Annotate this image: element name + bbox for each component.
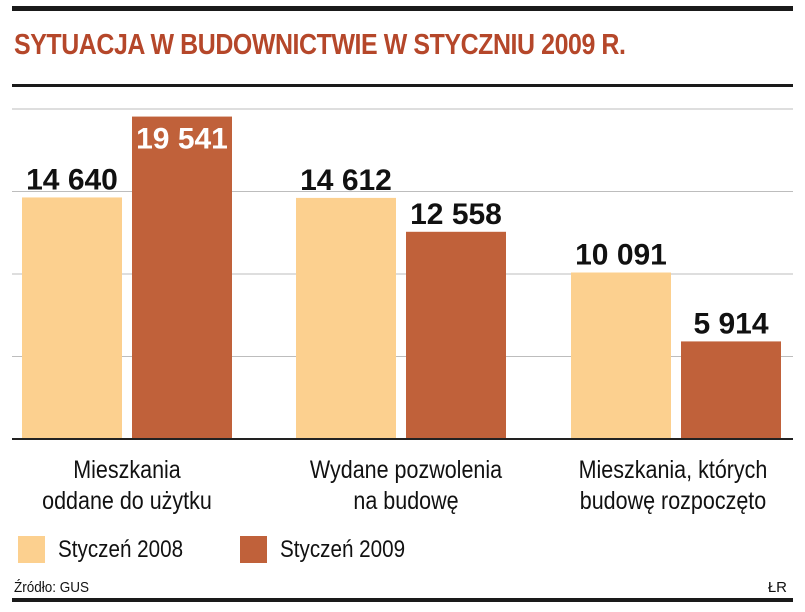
bar-2-2 [406,231,506,439]
author-credit: ŁR [767,579,787,596]
bar-2-3 [681,341,781,439]
bar-1-1 [22,197,122,439]
category-label-3-line-1: Mieszkania, których [578,456,768,484]
category-label-2-line-2: na budowę [353,487,459,515]
category-label-2-line-1: Wydane pozwolenia [309,456,503,484]
bar-1-3 [571,272,671,439]
category-label-3: Mieszkania, których budowę rozpoczęto [566,455,781,517]
data-label-1-2: 14 612 [300,164,392,197]
bottom-rule [12,598,793,602]
category-label-2: Wydane pozwolenia na budowę [303,455,509,517]
legend-label-2008: Styczeń 2008 [58,536,184,563]
data-label-2-3: 5 914 [693,307,768,340]
data-label-1-1: 14 640 [26,163,118,196]
bar-2-1 [132,116,232,440]
category-label-1-line-2: oddane do użytku [42,487,212,515]
top-rule [12,6,793,11]
title-rule [12,84,793,87]
legend-swatch-2009 [240,536,267,563]
chart-title: SYTUACJA W BUDOWNICTWIE W STYCZNIU 2009 … [14,29,626,61]
source-note: Źródło: GUS [14,579,90,596]
bar-chart: 14 640 14 612 10 091 19 541 12 558 5 914 [12,108,793,440]
category-label-3-line-2: budowę rozpoczęto [579,487,767,515]
legend-swatch-2008 [18,536,45,563]
data-label-1-3: 10 091 [575,238,667,271]
legend-label-2009: Styczeń 2009 [280,536,406,563]
category-label-1: Mieszkania oddane do użytku [37,455,218,517]
bar-1-2 [296,197,396,439]
data-label-2-2: 12 558 [410,198,502,231]
category-label-1-line-1: Mieszkania [73,456,181,484]
data-label-2-1: 19 541 [136,123,228,156]
